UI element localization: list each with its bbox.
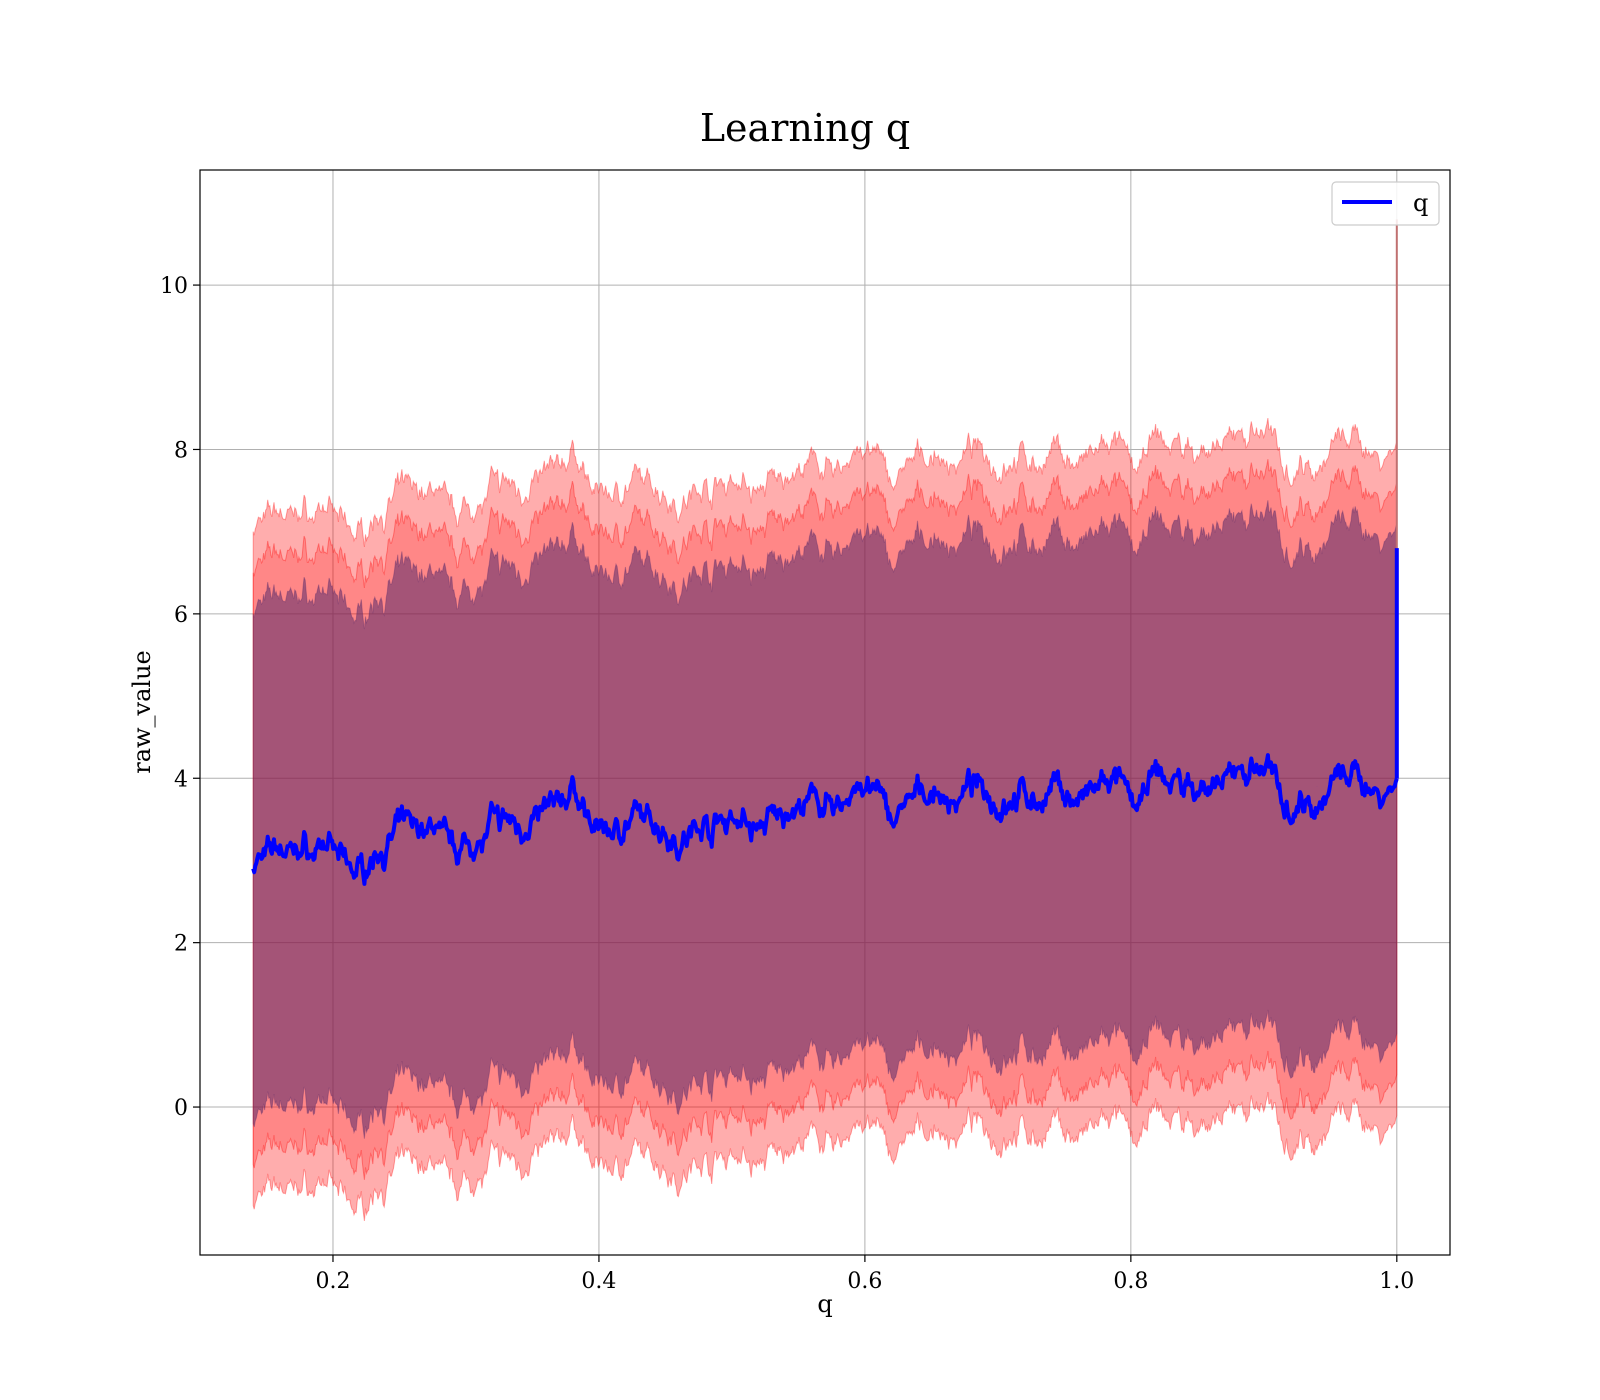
series-line-q xyxy=(251,753,1399,886)
y-tick-label-5: 10 xyxy=(160,274,188,299)
series-lines xyxy=(251,548,1399,886)
plot-frame xyxy=(199,169,1451,1256)
y-tick-label-3: 6 xyxy=(174,603,188,628)
y-tick-label-4: 8 xyxy=(174,438,188,463)
chart-title: Learning q xyxy=(700,106,910,150)
y-tick-label-2: 4 xyxy=(174,767,188,792)
x-tick-label-0: 0.2 xyxy=(315,1269,350,1294)
y-tick-label-0: 0 xyxy=(174,1096,188,1121)
x-tick-label-3: 0.8 xyxy=(1113,1269,1148,1294)
y-axis-label: raw_value xyxy=(128,650,156,774)
legend: q xyxy=(1331,181,1440,226)
y-axis-ticks: 0 2 4 6 8 10 xyxy=(160,274,200,1121)
x-tick-label-4: 1.0 xyxy=(1379,1269,1414,1294)
x-axis-label: q xyxy=(817,1290,832,1318)
y-tick-label-1: 2 xyxy=(174,932,188,957)
band-inner xyxy=(252,500,1398,1139)
legend-label-q: q xyxy=(1413,189,1428,217)
x-tick-label-1: 0.4 xyxy=(581,1269,616,1294)
x-tick-label-2: 0.6 xyxy=(847,1269,882,1294)
confidence-bands xyxy=(252,219,1398,1221)
x-axis-ticks: 0.2 0.4 0.6 0.8 1.0 xyxy=(315,1255,1414,1294)
